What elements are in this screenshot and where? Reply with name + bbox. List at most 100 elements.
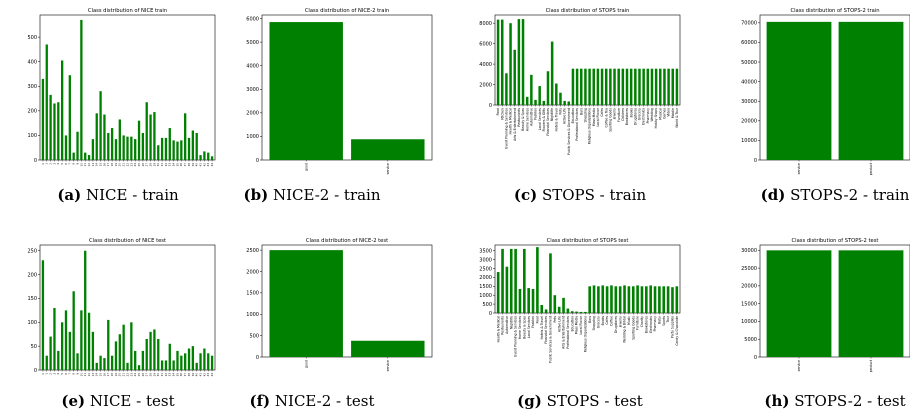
y-tick-label: 60000 (741, 40, 757, 46)
bar (658, 286, 661, 313)
chart-panel-0: Class distribution of NICE train01002003… (27, 8, 216, 167)
panel-caption: (b) NICE-2 - train (243, 186, 380, 204)
y-tick-label: 1500 (246, 291, 259, 297)
bar (521, 19, 525, 105)
x-tick-label: 1 (45, 163, 49, 165)
bar (168, 343, 171, 370)
y-tick-label: 1000 (479, 293, 492, 299)
axes-frame (494, 244, 681, 314)
bar (596, 68, 600, 105)
bar (176, 141, 179, 160)
x-tick-label: Coffee (610, 316, 614, 326)
bar (766, 250, 832, 357)
x-tick-label: 7 (68, 163, 72, 165)
panel-caption-text: NICE-2 - test (270, 392, 374, 410)
bar (195, 362, 198, 370)
x-tick-label: 7 (68, 373, 72, 375)
bar (87, 155, 91, 160)
y-tick-label: 1000 (246, 312, 259, 318)
y-tick-label: 30000 (741, 248, 757, 254)
bar (517, 19, 521, 105)
bar (351, 340, 425, 357)
x-tick-label: service (797, 360, 801, 371)
x-tick-label: Automotive (529, 108, 533, 126)
bar (53, 307, 56, 370)
x-tick-label: Event Planning & Services (514, 316, 518, 357)
panel-caption-text: NICE - train (81, 186, 179, 204)
x-tick-label: 33 (168, 373, 172, 377)
x-tick-label: 12 (87, 373, 91, 377)
x-tick-label: Automotive (505, 316, 509, 334)
bar (164, 360, 168, 370)
chart-title: Class distribution of NICE-2 test (306, 238, 388, 244)
bar (84, 152, 87, 160)
bar (601, 285, 605, 313)
x-tick-label: Restaurants (517, 108, 521, 127)
bar (157, 338, 160, 370)
x-tick-label: Furniture (617, 108, 621, 122)
x-tick-label: Bars (579, 108, 583, 115)
bar (141, 132, 145, 160)
bar (76, 131, 79, 160)
x-tick-label: Public Services & Government (549, 315, 553, 363)
bar (60, 60, 64, 160)
bar (195, 132, 198, 160)
bar (164, 137, 168, 160)
x-tick-label: Local Services (538, 108, 542, 130)
bar (99, 355, 102, 370)
panel-caption-letter: (f) (249, 392, 270, 410)
bar (64, 135, 68, 160)
x-tick-label: Sports (662, 316, 666, 326)
bar (654, 68, 658, 105)
x-tick-label: Electronics (649, 316, 653, 333)
bar (168, 128, 171, 160)
x-tick-label: Restaurants (501, 316, 505, 335)
x-tick-label: 43 (206, 373, 210, 377)
x-tick-label: Electronics (642, 108, 646, 125)
x-tick-label: 40 (195, 163, 199, 167)
bar (534, 99, 537, 105)
bar (662, 286, 666, 313)
y-tick-label: 5000 (744, 337, 757, 343)
y-tick-label: 0 (489, 103, 492, 109)
x-tick-label: 25 (137, 373, 141, 377)
bar (617, 68, 620, 105)
x-tick-label: 38 (187, 373, 191, 377)
bar (566, 308, 570, 313)
x-tick-label: Grocery (638, 108, 642, 120)
x-tick-label: 38 (187, 163, 191, 167)
x-tick-label: 43 (206, 163, 210, 167)
bar (41, 78, 45, 160)
y-tick-label: 100 (27, 133, 37, 139)
bar (597, 286, 600, 313)
y-tick-label: 50 (31, 344, 37, 350)
bar (649, 285, 652, 313)
bar (203, 151, 206, 160)
x-tick-label: Shopping (592, 316, 596, 331)
x-tick-label: Home Services (525, 108, 529, 132)
x-tick-label: Arts & Entertainment (513, 107, 517, 141)
bar (575, 68, 579, 105)
panel-caption-letter: (b) (243, 186, 268, 204)
x-tick-label: 1 (45, 373, 49, 375)
bar (57, 102, 60, 160)
x-tick-label: Food (535, 316, 539, 323)
x-tick-label: Pharmacy (646, 108, 650, 124)
bar (172, 360, 175, 370)
chart-title: Class distribution of NICE-2 train (305, 8, 389, 14)
chart-title: Class distribution of STOPS-2 test (792, 238, 879, 244)
x-tick-label: good (304, 163, 308, 171)
bar (546, 71, 550, 105)
y-tick-label: 0 (34, 368, 37, 374)
x-tick-label: Sporting Goods (631, 316, 635, 340)
bar (210, 355, 214, 370)
bar (542, 100, 546, 105)
bar (126, 362, 129, 370)
bar (523, 248, 526, 313)
bar (530, 74, 533, 105)
bar (199, 155, 202, 160)
x-tick-label: 5 (60, 373, 64, 375)
y-tick-label: 1500 (479, 284, 492, 290)
x-tick-label: 34 (172, 373, 176, 377)
y-tick-label: 6000 (479, 41, 492, 47)
